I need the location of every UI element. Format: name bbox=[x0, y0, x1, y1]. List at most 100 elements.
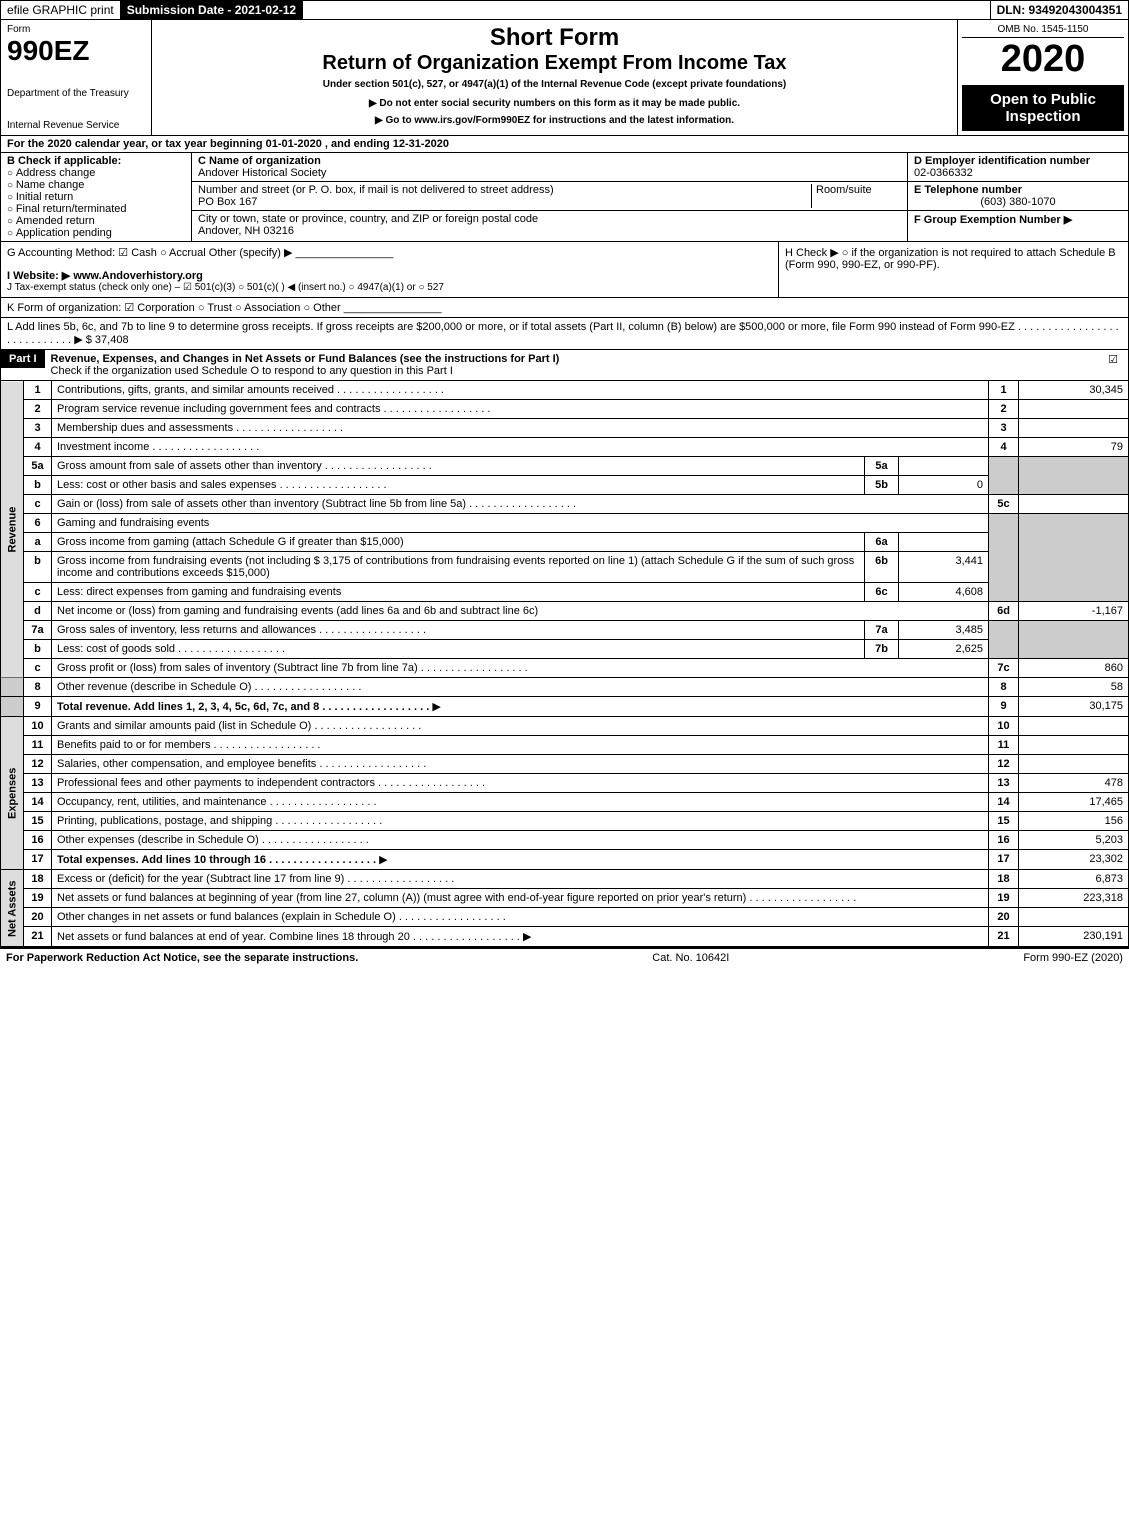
sub1-6c: 6c bbox=[865, 583, 899, 602]
amt-13: 478 bbox=[1019, 774, 1129, 793]
line-a: For the 2020 calendar year, or tax year … bbox=[0, 136, 1129, 153]
org-street: PO Box 167 bbox=[198, 196, 257, 208]
desc-6a: Gross income from gaming (attach Schedul… bbox=[52, 533, 865, 552]
amt-8: 58 bbox=[1019, 678, 1129, 697]
desc-13: Professional fees and other payments to … bbox=[57, 777, 485, 789]
part1-checkbox[interactable] bbox=[1098, 350, 1128, 369]
chk-amended-return[interactable]: Amended return bbox=[7, 215, 185, 227]
rn-18: 18 bbox=[989, 870, 1019, 889]
ln-5a: 5a bbox=[24, 457, 52, 476]
rn-10: 10 bbox=[989, 717, 1019, 736]
ein-value: 02-0366332 bbox=[914, 167, 973, 179]
sub2-5a bbox=[899, 457, 989, 476]
sub2-6c: 4,608 bbox=[899, 583, 989, 602]
section-g-h: G Accounting Method: ☑ Cash ○ Accrual Ot… bbox=[0, 242, 1129, 298]
rn-4: 4 bbox=[989, 438, 1019, 457]
revenue-sidebar: Revenue bbox=[1, 381, 24, 678]
footer-right: Form 990-EZ (2020) bbox=[1023, 952, 1123, 964]
arrow-9: ▶ bbox=[432, 701, 440, 713]
return-title: Return of Organization Exempt From Incom… bbox=[162, 52, 947, 75]
desc-21: Net assets or fund balances at end of ye… bbox=[57, 931, 520, 943]
desc-10: Grants and similar amounts paid (list in… bbox=[57, 720, 421, 732]
amt-2 bbox=[1019, 400, 1129, 419]
ln-9: 9 bbox=[24, 697, 52, 717]
desc-6d: Net income or (loss) from gaming and fun… bbox=[52, 602, 989, 621]
submission-date: Submission Date - 2021-02-12 bbox=[121, 1, 303, 19]
sub1-5a: 5a bbox=[865, 457, 899, 476]
desc-5c: Gain or (loss) from sale of assets other… bbox=[57, 498, 576, 510]
sub1-5b: 5b bbox=[865, 476, 899, 495]
amt-5c bbox=[1019, 495, 1129, 514]
phone-value: (603) 380-1070 bbox=[914, 196, 1122, 208]
line-i[interactable]: I Website: ▶ www.Andoverhistory.org bbox=[7, 270, 203, 282]
rn-9: 9 bbox=[989, 697, 1019, 717]
amt-16: 5,203 bbox=[1019, 831, 1129, 850]
chk-name-change[interactable]: Name change bbox=[7, 179, 185, 191]
ln-7a: 7a bbox=[24, 621, 52, 640]
amt-12 bbox=[1019, 755, 1129, 774]
desc-20: Other changes in net assets or fund bala… bbox=[57, 911, 506, 923]
rn-2: 2 bbox=[989, 400, 1019, 419]
line-l: L Add lines 5b, 6c, and 7b to line 9 to … bbox=[0, 318, 1129, 350]
room-suite-label: Room/suite bbox=[811, 184, 901, 208]
rn-19: 19 bbox=[989, 889, 1019, 908]
efile-label[interactable]: efile GRAPHIC print bbox=[1, 1, 121, 19]
line-j[interactable]: J Tax-exempt status (check only one) – ☑… bbox=[7, 282, 772, 293]
desc-7c: Gross profit or (loss) from sales of inv… bbox=[57, 662, 528, 674]
c-city-label: City or town, state or province, country… bbox=[198, 213, 538, 225]
arrow-17: ▶ bbox=[379, 854, 387, 866]
desc-3: Membership dues and assessments bbox=[57, 422, 343, 434]
irs-label: Internal Revenue Service bbox=[7, 120, 145, 131]
goto-link[interactable]: ▶ Go to www.irs.gov/Form990EZ for instru… bbox=[162, 115, 947, 126]
desc-5b: Less: cost or other basis and sales expe… bbox=[57, 479, 387, 491]
open-public: Open to Public Inspection bbox=[962, 85, 1124, 131]
sub2-6b: 3,441 bbox=[899, 552, 989, 583]
page-footer: For Paperwork Reduction Act Notice, see … bbox=[0, 947, 1129, 967]
ln-13: 13 bbox=[24, 774, 52, 793]
ln-20: 20 bbox=[24, 908, 52, 927]
short-form-title: Short Form bbox=[162, 24, 947, 52]
chk-application-pending[interactable]: Application pending bbox=[7, 227, 185, 239]
ln-4: 4 bbox=[24, 438, 52, 457]
dept-label: Department of the Treasury bbox=[7, 88, 145, 99]
rn-11: 11 bbox=[989, 736, 1019, 755]
ln-11: 11 bbox=[24, 736, 52, 755]
ln-3: 3 bbox=[24, 419, 52, 438]
line-h[interactable]: H Check ▶ ○ if the organization is not r… bbox=[778, 242, 1128, 297]
sub1-6a: 6a bbox=[865, 533, 899, 552]
rn-5c: 5c bbox=[989, 495, 1019, 514]
ln-12: 12 bbox=[24, 755, 52, 774]
amt-5ab-grey bbox=[1019, 457, 1129, 495]
desc-14: Occupancy, rent, utilities, and maintena… bbox=[57, 796, 377, 808]
rn-3: 3 bbox=[989, 419, 1019, 438]
e-phone-label: E Telephone number bbox=[914, 184, 1022, 196]
chk-final-return[interactable]: Final return/terminated bbox=[7, 203, 185, 215]
chk-initial-return[interactable]: Initial return bbox=[7, 191, 185, 203]
footer-left: For Paperwork Reduction Act Notice, see … bbox=[6, 952, 358, 964]
rn-7ab-grey bbox=[989, 621, 1019, 659]
c-name-label: C Name of organization bbox=[198, 155, 321, 167]
part1-title: Revenue, Expenses, and Changes in Net As… bbox=[51, 353, 560, 365]
financial-table: Revenue 1 Contributions, gifts, grants, … bbox=[0, 381, 1129, 947]
part1-check: Check if the organization used Schedule … bbox=[51, 365, 453, 377]
ln-6b: b bbox=[24, 552, 52, 583]
desc-4: Investment income bbox=[57, 441, 259, 453]
rn-21: 21 bbox=[989, 927, 1019, 947]
part1-label: Part I bbox=[1, 350, 45, 368]
chk-address-change[interactable]: Address change bbox=[7, 167, 185, 179]
ln-8: 8 bbox=[24, 678, 52, 697]
ln-7c: c bbox=[24, 659, 52, 678]
sub2-7a: 3,485 bbox=[899, 621, 989, 640]
amt-19: 223,318 bbox=[1019, 889, 1129, 908]
rn-7c: 7c bbox=[989, 659, 1019, 678]
amt-10 bbox=[1019, 717, 1129, 736]
d-ein-label: D Employer identification number bbox=[914, 155, 1090, 167]
ln-17: 17 bbox=[24, 850, 52, 870]
under-section: Under section 501(c), 527, or 4947(a)(1)… bbox=[162, 79, 947, 90]
rn-13: 13 bbox=[989, 774, 1019, 793]
rn-16: 16 bbox=[989, 831, 1019, 850]
rn-17: 17 bbox=[989, 850, 1019, 870]
amt-4: 79 bbox=[1019, 438, 1129, 457]
line-g[interactable]: G Accounting Method: ☑ Cash ○ Accrual Ot… bbox=[7, 246, 772, 259]
line-k[interactable]: K Form of organization: ☑ Corporation ○ … bbox=[0, 298, 1129, 318]
